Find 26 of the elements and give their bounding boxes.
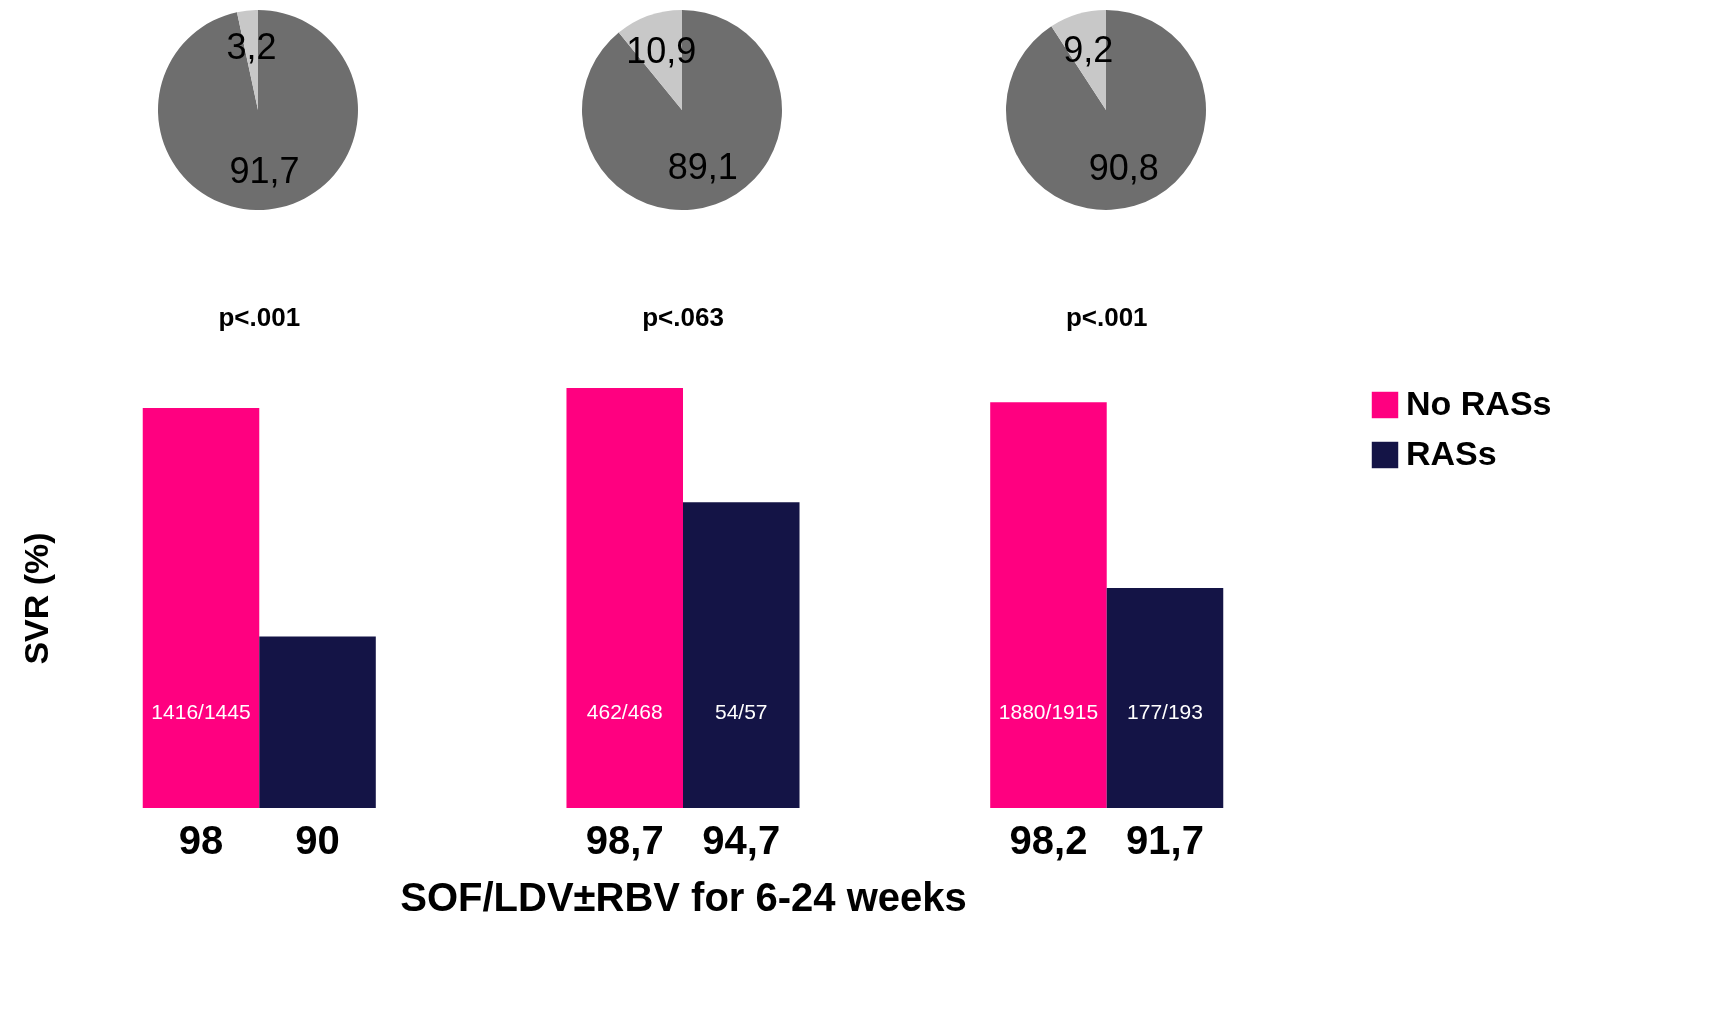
data-label: 91,7 — [229, 149, 300, 191]
x-axis-title: SOF/LDV±RBV for 6-24 weeks — [400, 874, 967, 919]
legend-label: No RASs — [1406, 384, 1552, 422]
text: p<.001 — [1065, 302, 1148, 332]
y-axis-title: SVR (%) — [16, 532, 55, 665]
data-label: 90 — [295, 818, 340, 862]
annotation: 1416/1445 — [151, 700, 251, 723]
annotation: 177/193 — [1127, 700, 1203, 723]
data-label: 91,7 — [1126, 818, 1204, 862]
data-label: 94,7 — [702, 818, 781, 862]
text: p<.001 — [218, 302, 301, 332]
text: p<.063 — [642, 302, 724, 332]
annotation: 462/468 — [586, 700, 663, 723]
legend-label: RASs — [1406, 434, 1497, 472]
pie-slice — [1006, 10, 1206, 210]
data-label: 90,8 — [1088, 147, 1159, 189]
data-label: 89,1 — [667, 146, 738, 188]
data-label: 10,9 — [626, 29, 697, 71]
data-label: 98 — [178, 818, 224, 862]
pie-slice — [582, 10, 782, 210]
data-label: 98,7 — [585, 818, 664, 862]
pie-slice — [158, 10, 358, 210]
annotation: 54/57 — [714, 700, 768, 723]
annotation: 1880/1915 — [998, 700, 1099, 723]
data-label: 98,2 — [1009, 818, 1088, 862]
data-label: 9,2 — [1063, 28, 1114, 70]
